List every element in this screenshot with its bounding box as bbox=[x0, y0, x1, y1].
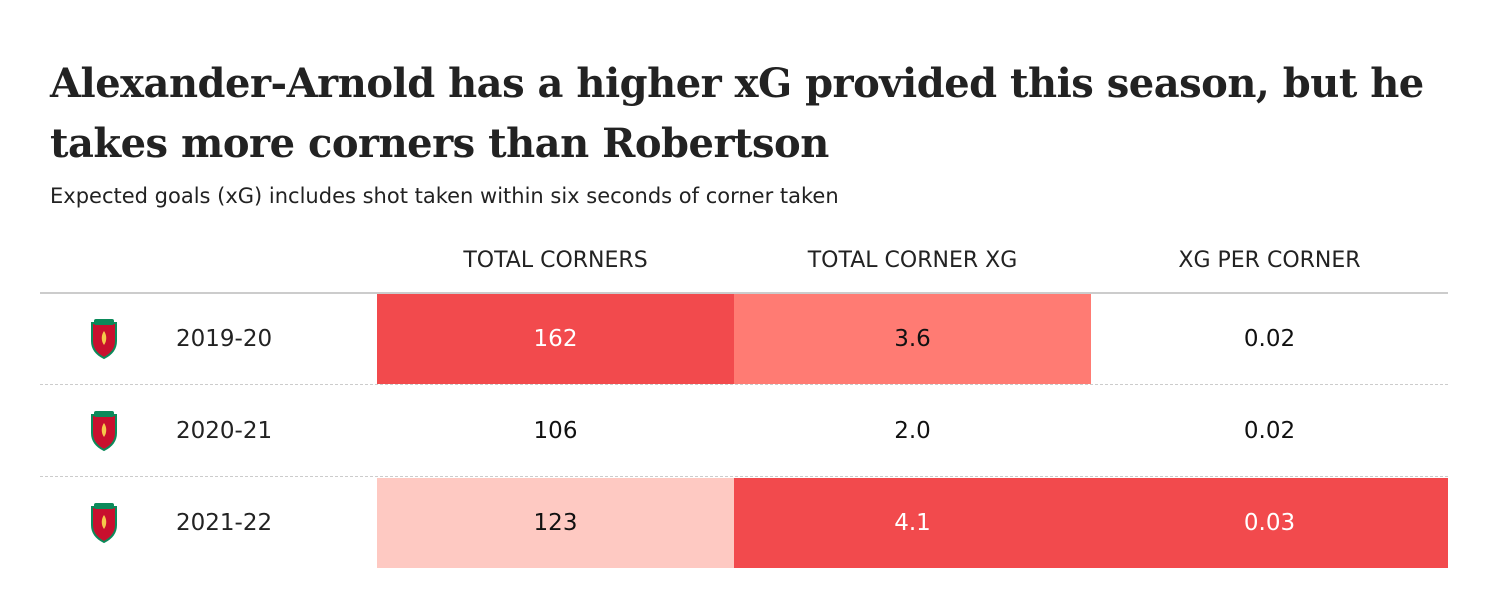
club-crest bbox=[91, 411, 117, 452]
cell: 0.03 bbox=[1091, 478, 1448, 568]
cell: 106 bbox=[533, 418, 578, 444]
season: 2020-21 bbox=[176, 418, 273, 444]
cell: 0.02 bbox=[1243, 418, 1296, 444]
cell: 0.02 bbox=[1243, 326, 1296, 352]
cell: 3.6 bbox=[734, 294, 1091, 384]
club-crest bbox=[91, 503, 117, 544]
cell: 2.0 bbox=[894, 418, 931, 444]
cell: 162 bbox=[377, 294, 734, 384]
season: 2021-22 bbox=[176, 510, 273, 536]
column-header: XG PER CORNER bbox=[1178, 248, 1361, 273]
title: Alexander-Arnold has a higher xG provide… bbox=[50, 60, 1424, 167]
row-rule bbox=[40, 476, 1448, 477]
header-rule bbox=[40, 292, 1448, 294]
column-header: TOTAL CORNERS bbox=[463, 248, 648, 273]
club-crest bbox=[91, 319, 117, 360]
subtitle: Expected goals (xG) includes shot taken … bbox=[50, 184, 839, 208]
row-rule bbox=[40, 384, 1448, 385]
cell: 123 bbox=[377, 478, 734, 568]
column-header: TOTAL CORNER XG bbox=[807, 248, 1018, 273]
season: 2019-20 bbox=[176, 326, 273, 352]
cell: 4.1 bbox=[734, 478, 1091, 568]
